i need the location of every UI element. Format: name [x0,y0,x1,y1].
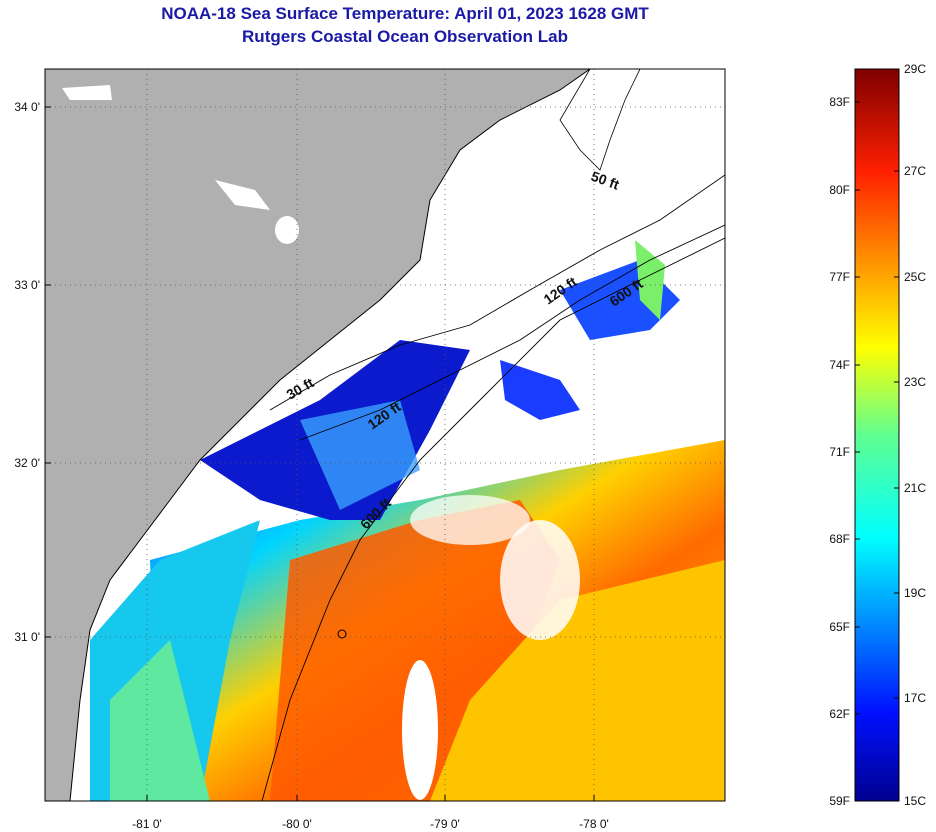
colorbar-c-label: 19C [904,586,926,600]
station-marker [337,629,347,639]
coastline-north [559,69,641,171]
lon-tick-label: -78 0' [579,817,609,831]
inland-lake [215,180,270,210]
sst-cold-patch [500,360,580,420]
colorbar-f-label: 68F [829,532,850,546]
colorbar-f-label: 80F [829,183,850,197]
inland-lake [275,216,299,244]
contour-30ft [269,174,725,411]
colorbar-c-label: 27C [904,164,926,178]
sst-offshore [430,560,725,801]
lat-tick-label: 34 0' [14,100,40,114]
map-subtitle: Rutgers Coastal Ocean Observation Lab [242,27,568,46]
cloud-patch [500,520,580,640]
colorbar-c-label: 15C [904,794,926,808]
lon-tick-label: -79 0' [430,817,460,831]
contour-120ft [299,224,725,441]
cloud-patch [195,505,265,525]
map-area [45,69,725,801]
map-frame [44,68,726,802]
lon-tick-label: -80 0' [282,817,312,831]
sst-warm-streak [635,240,665,320]
axis-ticks [45,106,595,801]
colorbar-f-label: 71F [829,445,850,459]
colorbar-ticks [855,101,899,715]
contour-600ft [261,237,725,801]
colorbar-f-label: 74F [829,358,850,372]
colorbar-f-label: 59F [829,794,850,808]
colorbar-c-label: 17C [904,691,926,705]
colorbar-f-label: 65F [829,620,850,634]
cloud-patch [402,660,438,800]
colorbar-c-label: 23C [904,375,926,389]
sst-shelf [110,640,210,801]
lat-tick-label: 32 0' [14,456,40,470]
inland-lake [62,85,112,100]
land-mass [45,69,591,801]
colorbar-c-label: 21C [904,481,926,495]
colorbar-c-label: 25C [904,270,926,284]
colorbar [854,68,900,802]
colorbar-f-label: 83F [829,95,850,109]
lat-tick-label: 33 0' [14,278,40,292]
cloud-patch [410,495,530,545]
colorbar-f-label: 77F [829,270,850,284]
map-title: NOAA-18 Sea Surface Temperature: April 0… [161,4,649,23]
colorbar-f-label: 62F [829,707,850,721]
colorbar-c-label: 29C [904,62,926,76]
sst-cool-patch [300,400,420,510]
lat-tick-label: 31 0' [14,630,40,644]
lon-tick-label: -81 0' [132,817,162,831]
